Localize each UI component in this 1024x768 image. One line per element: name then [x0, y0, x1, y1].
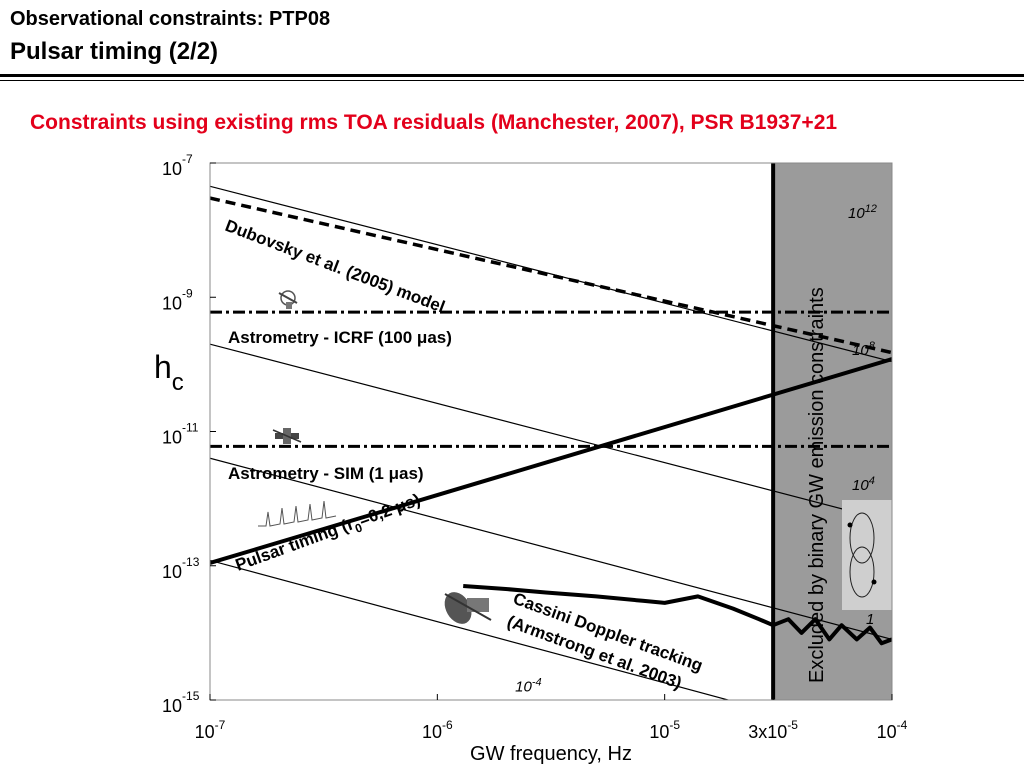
dubovsky-model-line [210, 196, 892, 355]
cassini-probe-icon [444, 592, 492, 624]
cassini-doppler-line [463, 584, 892, 646]
slide-header-title: Observational constraints: PTP08 [10, 8, 331, 30]
diagonal-line [210, 457, 892, 640]
x-tick-label: 10-6 [422, 718, 453, 742]
excluded-region [773, 163, 892, 700]
diagonal-line [210, 343, 892, 523]
y-tick-label: 10-15 [162, 689, 200, 716]
y-tick-label: 10-9 [162, 286, 193, 313]
diagonal-line-label: 104 [852, 475, 875, 494]
diagonal-line [210, 559, 731, 700]
binary-orbit-icon [842, 500, 892, 610]
satellite-icon [278, 290, 298, 309]
y-tick-label: 10-11 [162, 421, 199, 448]
diagonal-line [210, 185, 892, 363]
header-divider [0, 74, 1024, 77]
pulse-train-icon [258, 500, 337, 527]
x-tick-label: 10-5 [649, 718, 680, 742]
spacecraft-icon [272, 428, 302, 444]
diagonal-line-label: 10-4 [515, 676, 541, 695]
x-tick-label: 10-7 [195, 718, 226, 742]
x-tick-label: 3x10-5 [748, 718, 798, 742]
slide-header-subtitle: Pulsar timing (2/2) [10, 38, 219, 65]
diagonal-line-label: 1 [866, 611, 874, 628]
slide-subtitle: Constraints using existing rms TOA resid… [30, 111, 838, 134]
diagonal-line-label: 1012 [848, 203, 877, 222]
y-axis-label: hc [154, 349, 184, 396]
y-tick-label: 10-7 [162, 152, 193, 179]
diagonal-line-label: 108 [852, 340, 876, 359]
excluded-region-label: Excluded by binary GW emission constrain… [806, 287, 828, 683]
x-tick-label: 10-4 [877, 718, 908, 742]
x-axis-label: GW frequency, Hz [470, 743, 632, 765]
astrometry-sim-label: Astrometry - SIM (1 μas) [228, 464, 424, 483]
astrometry-icrf-label: Astrometry - ICRF (100 μas) [228, 328, 452, 347]
pulsar-timing-line [210, 357, 892, 565]
header-divider-thin [0, 80, 1024, 81]
y-tick-label: 10-13 [162, 555, 200, 582]
